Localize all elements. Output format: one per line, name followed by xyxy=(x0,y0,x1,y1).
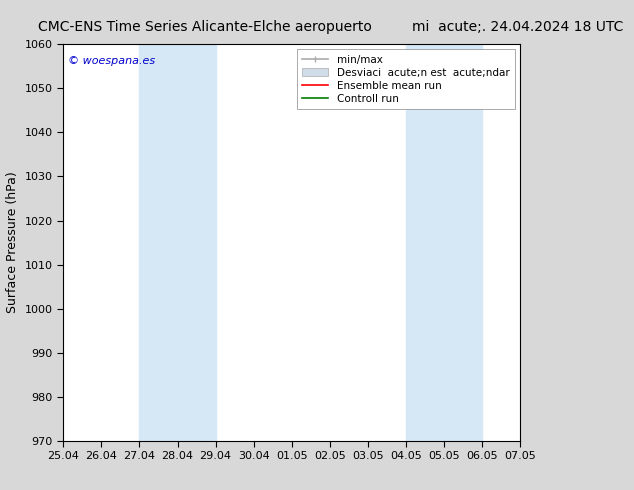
Text: CMC-ENS Time Series Alicante-Elche aeropuerto: CMC-ENS Time Series Alicante-Elche aerop… xyxy=(38,20,372,34)
Bar xyxy=(406,44,482,441)
Y-axis label: Surface Pressure (hPa): Surface Pressure (hPa) xyxy=(6,172,19,314)
Legend: min/max, Desviaci  acute;n est  acute;ndar, Ensemble mean run, Controll run: min/max, Desviaci acute;n est acute;ndar… xyxy=(297,49,515,109)
Text: mi  acute;. 24.04.2024 18 UTC: mi acute;. 24.04.2024 18 UTC xyxy=(412,20,623,34)
Bar xyxy=(139,44,216,441)
Text: © woespana.es: © woespana.es xyxy=(68,56,155,66)
